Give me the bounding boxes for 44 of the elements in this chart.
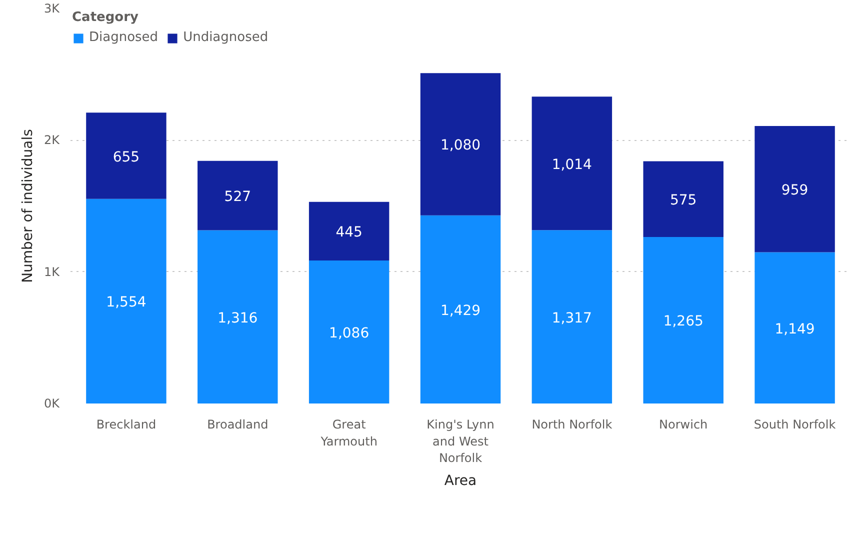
x-tick-label: Great Yarmouth (320, 418, 378, 448)
data-label: 1,080 (440, 138, 481, 154)
data-label: 1,317 (552, 310, 592, 326)
data-label: 959 (781, 182, 808, 199)
y-tick-label: 3K (44, 2, 61, 16)
legend-title: Category (72, 10, 140, 25)
bar (420, 215, 501, 404)
data-label: 1,554 (106, 294, 146, 311)
data-label: 445 (336, 224, 362, 241)
x-axis-title: Area (444, 473, 477, 490)
bar (643, 236, 724, 404)
data-label: 1,316 (218, 310, 258, 326)
bar (643, 161, 724, 237)
data-label: 1,429 (440, 302, 481, 319)
bar (420, 73, 501, 216)
x-tick-label: South Norfolk (754, 418, 836, 432)
bar (198, 160, 278, 230)
bar (308, 260, 390, 404)
data-label: 1,086 (329, 326, 370, 342)
x-tick-label: North Norfolk (532, 418, 612, 432)
data-label: 1,014 (552, 156, 592, 173)
data-label: 527 (224, 189, 252, 206)
legend-label: Undiagnosed (183, 30, 268, 45)
data-label: 575 (670, 192, 697, 209)
bar (754, 126, 835, 252)
x-tick-label: Breckland (96, 418, 156, 432)
legend-label: Diagnosed (89, 30, 158, 45)
y-tick-label: 0K (44, 396, 61, 410)
bar (532, 230, 612, 404)
bar (198, 230, 278, 404)
bar (754, 252, 835, 404)
x-tick-label: Norwich (659, 418, 708, 432)
bar (86, 112, 166, 199)
bar (308, 202, 390, 261)
data-label: 1,265 (663, 314, 704, 330)
x-tick-label: Broadland (207, 418, 268, 432)
y-tick-label: 1K (44, 264, 61, 279)
y-tick-label: 2K (44, 133, 61, 148)
bar (532, 96, 612, 230)
data-label: 1,149 (774, 321, 815, 338)
data-label: 655 (112, 149, 140, 166)
y-axis-title: Number of individuals (20, 129, 36, 283)
bar (86, 198, 166, 404)
x-tick-label: King's Lynn and West Norfolk (426, 418, 494, 466)
